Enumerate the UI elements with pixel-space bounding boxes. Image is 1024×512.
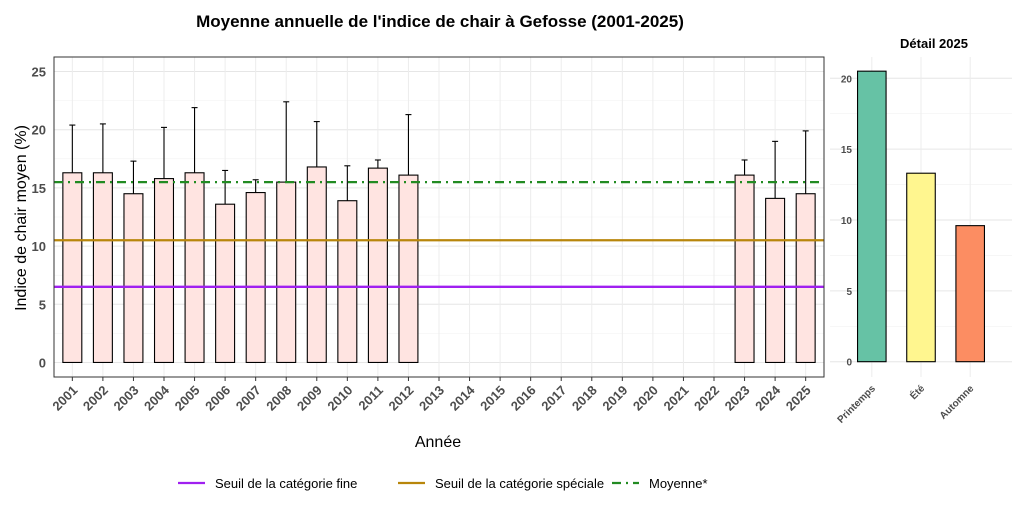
legend-item-0: Seuil de la catégorie fine xyxy=(178,476,357,491)
error-bar-2009 xyxy=(313,121,320,167)
legend-label: Seuil de la catégorie spéciale xyxy=(435,476,604,491)
x-tick-label: 2012 xyxy=(386,383,417,414)
detail-x-tick-label: Été xyxy=(907,382,928,403)
error-bar-2002 xyxy=(99,123,106,173)
chart-title: Moyenne annuelle de l'indice de chair à … xyxy=(196,12,684,31)
x-tick-label: 2018 xyxy=(569,383,600,414)
error-bar-2024 xyxy=(772,140,779,199)
y-tick-label: 0 xyxy=(39,355,46,370)
bar-2010 xyxy=(337,200,358,364)
subchart-title: Détail 2025 xyxy=(900,36,968,51)
bar-2025 xyxy=(795,193,816,364)
bar-2008 xyxy=(276,181,297,364)
x-tick-label: 2024 xyxy=(752,382,784,414)
detail-y-tick-label: 10 xyxy=(841,216,853,227)
detail-y-tick-label: 0 xyxy=(846,358,852,369)
error-bar-2007 xyxy=(252,179,259,193)
detail-bar-Été xyxy=(906,172,936,363)
x-tick-label: 2017 xyxy=(538,383,569,414)
x-tick-label: 2023 xyxy=(722,383,753,414)
detail-y-tick-label: 15 xyxy=(841,145,853,156)
legend-label: Moyenne* xyxy=(649,476,708,491)
error-bar-2010 xyxy=(344,165,351,201)
x-tick-label: 2005 xyxy=(172,383,203,414)
x-tick-label: 2016 xyxy=(508,383,539,414)
bar-2007 xyxy=(245,192,266,364)
x-tick-label: 2008 xyxy=(263,383,294,414)
x-tick-label: 2025 xyxy=(783,383,814,414)
error-bar-2003 xyxy=(130,160,137,194)
bar-2009 xyxy=(306,166,327,364)
x-tick-label: 2019 xyxy=(599,383,630,414)
bar-2024 xyxy=(765,197,786,364)
x-tick-label: 2011 xyxy=(355,383,386,414)
legend-item-1: Seuil de la catégorie spéciale xyxy=(398,476,604,491)
y-tick-label: 20 xyxy=(32,123,46,138)
x-tick-label: 2003 xyxy=(111,383,142,414)
error-bar-2023 xyxy=(741,159,748,176)
y-tick-label: 5 xyxy=(39,297,46,312)
detail-y-tick-label: 20 xyxy=(841,74,853,85)
error-bar-2005 xyxy=(191,107,198,173)
detail-bar-Automne xyxy=(955,225,986,363)
y-tick-label: 15 xyxy=(32,181,46,196)
detail-plot-area: 0 5 10 15 20 Printemps Été Automne xyxy=(830,57,1012,426)
error-bar-2025 xyxy=(802,130,809,194)
bar-2002 xyxy=(92,172,113,364)
y-axis-title: Indice de chair moyen (%) xyxy=(13,125,30,311)
detail-x-tick-label: Automne xyxy=(938,383,977,422)
x-tick-label: 2006 xyxy=(202,383,233,414)
x-tick-label: 2021 xyxy=(661,383,692,414)
bar-2011 xyxy=(367,167,388,364)
x-tick-label: 2015 xyxy=(477,383,508,414)
bar-2006 xyxy=(215,203,236,364)
bar-2001 xyxy=(62,172,83,364)
x-tick-label: 2010 xyxy=(324,383,355,414)
error-bar-2006 xyxy=(222,169,229,205)
x-tick-label: 2004 xyxy=(141,382,173,414)
x-tick-label: 2002 xyxy=(80,383,111,414)
bar-2023 xyxy=(734,174,755,364)
bar-2012 xyxy=(398,174,419,364)
x-tick-label: 2009 xyxy=(294,383,325,414)
y-tick-label: 10 xyxy=(32,239,46,254)
bar-2003 xyxy=(123,193,144,364)
bar-2004 xyxy=(153,178,175,364)
legend-label: Seuil de la catégorie fine xyxy=(215,476,357,491)
legend: Seuil de la catégorie fine Seuil de la ca… xyxy=(178,476,708,491)
x-tick-label: 2022 xyxy=(691,383,722,414)
error-bar-2001 xyxy=(69,124,76,173)
x-tick-label: 2013 xyxy=(416,383,447,414)
x-axis-title: Année xyxy=(415,434,461,451)
error-bar-2004 xyxy=(161,126,167,179)
error-bar-2011 xyxy=(374,159,381,169)
detail-bar-Printemps xyxy=(856,70,887,363)
detail-x-tick-label: Printemps xyxy=(836,383,879,426)
x-tick-label: 2001 xyxy=(49,383,80,414)
x-tick-label: 2014 xyxy=(447,382,479,414)
x-tick-label: 2007 xyxy=(233,383,264,414)
y-tick-label: 25 xyxy=(32,65,46,80)
bar-2005 xyxy=(184,172,205,364)
error-bar-2012 xyxy=(405,114,412,176)
detail-y-tick-label: 5 xyxy=(846,287,852,298)
error-bar-2008 xyxy=(283,101,290,183)
x-tick-label: 2020 xyxy=(630,383,661,414)
legend-item-2: Moyenne* xyxy=(612,476,708,491)
